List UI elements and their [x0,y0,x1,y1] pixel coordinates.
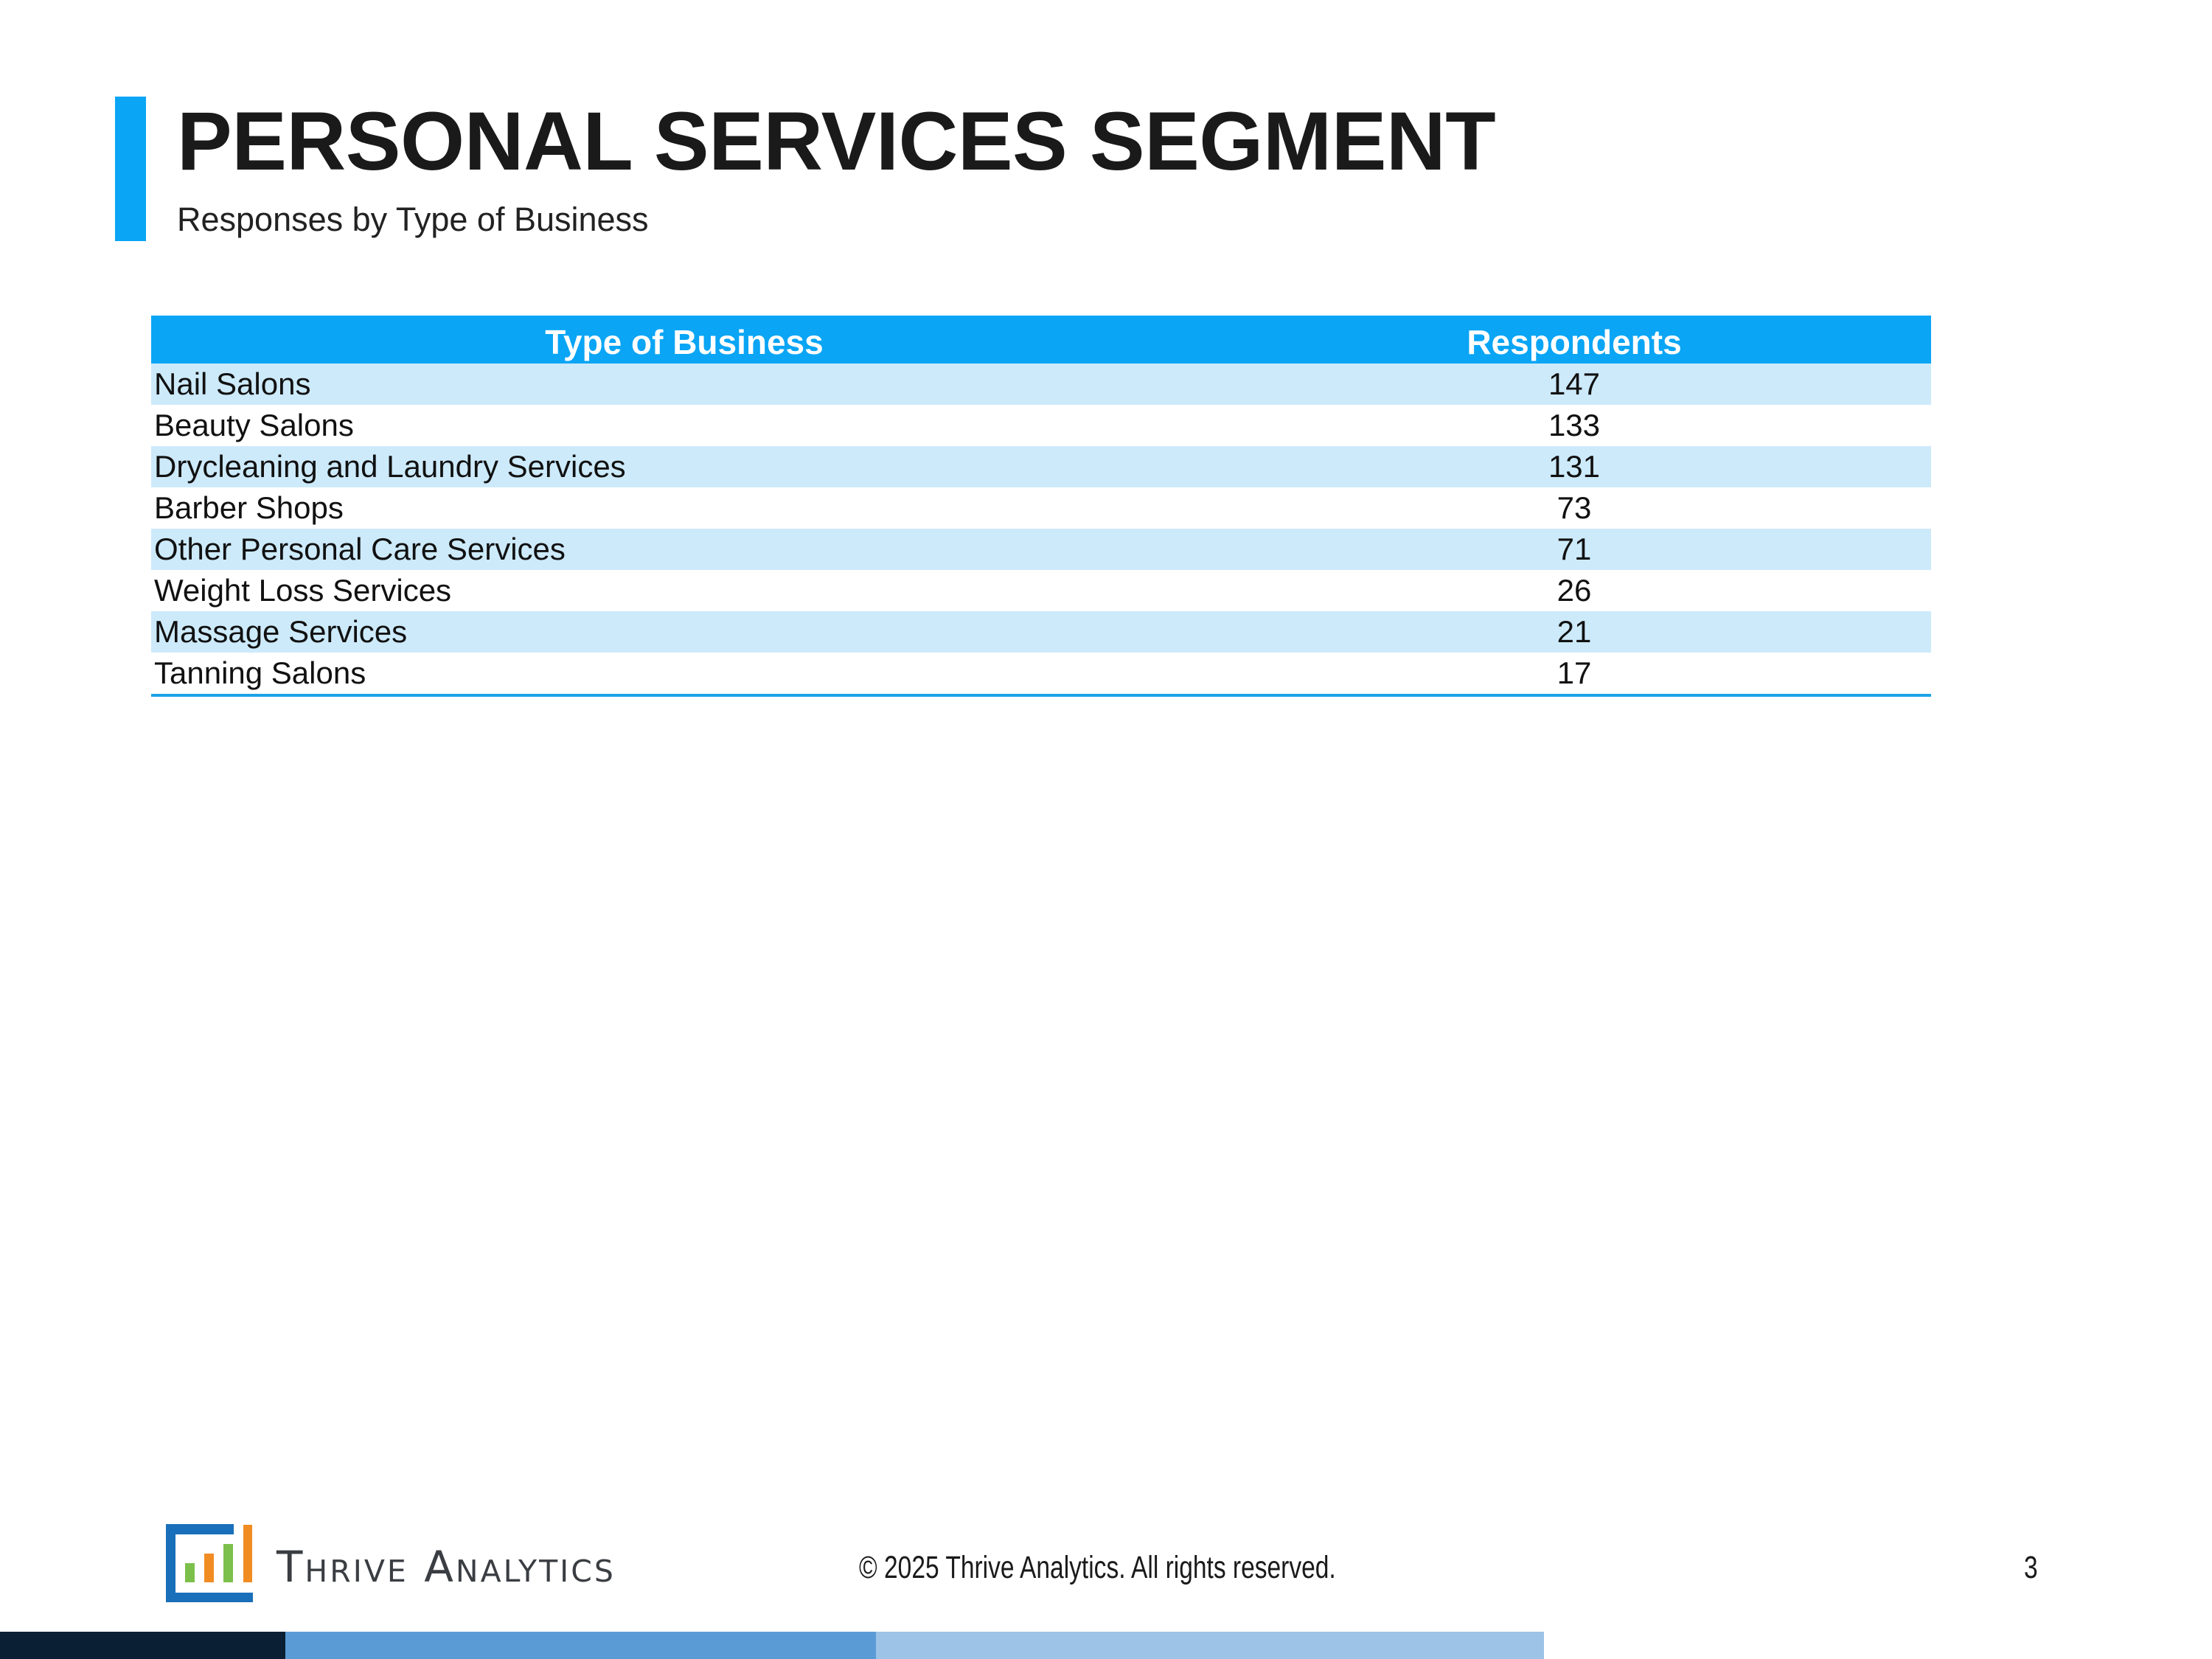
business-type-cell: Barber Shops [154,490,344,525]
table-row: Weight Loss Services 26 [151,570,1931,611]
table-row: Other Personal Care Services 71 [151,529,1931,570]
respondents-cell: 17 [1557,655,1592,690]
business-type-cell: Tanning Salons [154,655,366,690]
respondents-cell: 131 [1217,446,1931,487]
column-header-type: Type of Business [151,316,1217,364]
footer-stripe-dark [0,1632,285,1659]
respondents-cell: 26 [1557,573,1592,608]
table-row: Tanning Salons 17 [151,653,1931,695]
respondents-cell: 73 [1557,490,1592,525]
table-row: Beauty Salons 133 [151,405,1931,446]
copyright-notice: © 2025 Thrive Analytics. All rights rese… [859,1550,1336,1585]
business-type-cell: Nail Salons [151,364,1217,405]
column-header-respondents: Respondents [1217,316,1931,364]
table-header-row: Type of Business Respondents [151,316,1931,364]
table-row: Drycleaning and Laundry Services 131 [151,446,1931,487]
table-row: Nail Salons 147 [151,364,1931,405]
business-type-cell: Other Personal Care Services [151,529,1217,570]
bar-chart-bracket-icon [166,1524,253,1602]
page-number: 3 [2024,1550,2038,1585]
page-title: PERSONAL SERVICES SEGMENT [177,95,1496,187]
table-row: Barber Shops 73 [151,487,1931,529]
business-type-table: Type of Business Respondents Nail Salons… [151,316,1931,697]
respondents-cell: 147 [1217,364,1931,405]
business-type-cell: Weight Loss Services [154,573,452,608]
logo-wordmark: Thrive Analytics [276,1542,616,1592]
respondents-cell: 133 [1548,408,1601,442]
footer-stripe-medium [285,1632,876,1659]
business-type-cell: Drycleaning and Laundry Services [151,446,1217,487]
company-logo: Thrive Analytics [166,1524,638,1602]
table-row: Massage Services 21 [151,611,1931,653]
business-type-cell: Massage Services [151,611,1217,653]
footer-stripe-light [876,1632,1544,1659]
page-subtitle: Responses by Type of Business [177,201,649,238]
respondents-cell: 21 [1217,611,1931,653]
title-accent-bar [115,97,146,241]
respondents-cell: 71 [1217,529,1931,570]
business-type-cell: Beauty Salons [154,408,354,442]
